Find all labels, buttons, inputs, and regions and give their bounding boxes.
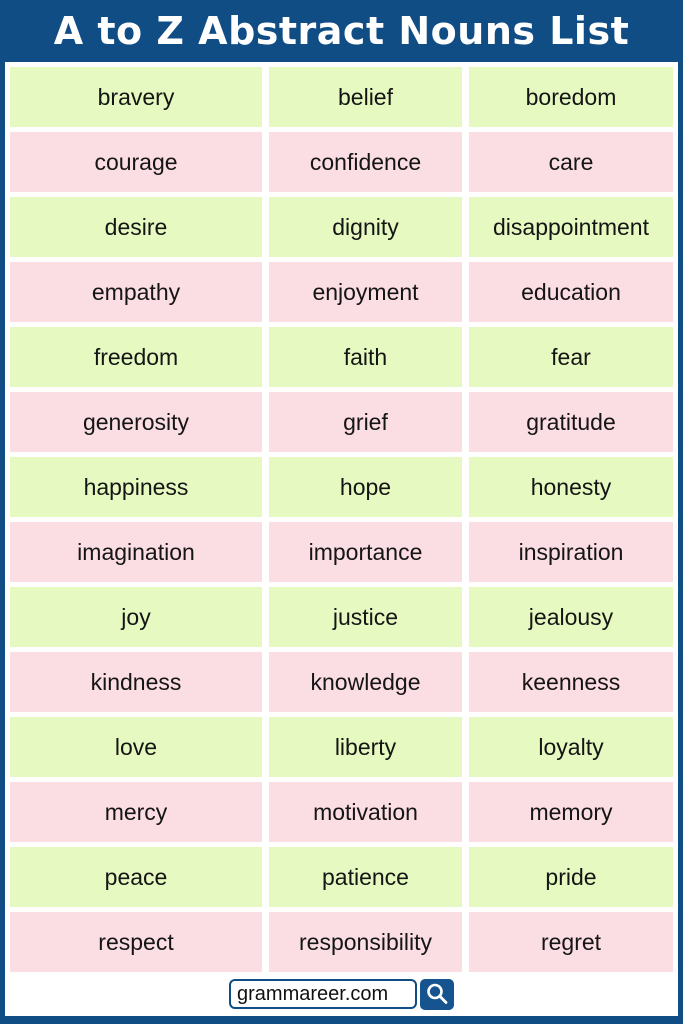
- page-title: A to Z Abstract Nouns List: [53, 9, 630, 53]
- noun-cell: generosity: [10, 392, 262, 452]
- noun-cell: enjoyment: [269, 262, 462, 322]
- search-icon: [424, 981, 450, 1007]
- noun-cell: care: [469, 132, 673, 192]
- noun-cell: courage: [10, 132, 262, 192]
- content-area: bravery belief boredom courage confidence car…: [5, 62, 678, 1016]
- noun-cell: freedom: [10, 327, 262, 387]
- noun-cell: disappointment: [469, 197, 673, 257]
- noun-cell: mercy: [10, 782, 262, 842]
- noun-cell: grief: [269, 392, 462, 452]
- search-button[interactable]: [420, 978, 454, 1010]
- noun-cell: confidence: [269, 132, 462, 192]
- noun-cell: hope: [269, 457, 462, 517]
- site-url-input[interactable]: [229, 979, 417, 1009]
- noun-cell: inspiration: [469, 522, 673, 582]
- noun-cell: motivation: [269, 782, 462, 842]
- noun-cell: kindness: [10, 652, 262, 712]
- noun-cell: keenness: [469, 652, 673, 712]
- noun-cell: regret: [469, 912, 673, 972]
- noun-cell: liberty: [269, 717, 462, 777]
- nouns-table: bravery belief boredom courage confidence car…: [5, 62, 678, 972]
- noun-cell: responsibility: [269, 912, 462, 972]
- noun-cell: dignity: [269, 197, 462, 257]
- noun-cell: fear: [469, 327, 673, 387]
- noun-cell: love: [10, 717, 262, 777]
- noun-cell: justice: [269, 587, 462, 647]
- noun-cell: patience: [269, 847, 462, 907]
- noun-cell: jealousy: [469, 587, 673, 647]
- noun-cell: pride: [469, 847, 673, 907]
- noun-cell: bravery: [10, 67, 262, 127]
- noun-cell: honesty: [469, 457, 673, 517]
- noun-cell: happiness: [10, 457, 262, 517]
- noun-cell: knowledge: [269, 652, 462, 712]
- noun-cell: belief: [269, 67, 462, 127]
- noun-cell: faith: [269, 327, 462, 387]
- noun-cell: imagination: [10, 522, 262, 582]
- noun-cell: memory: [469, 782, 673, 842]
- noun-cell: joy: [10, 587, 262, 647]
- noun-cell: desire: [10, 197, 262, 257]
- footer: [5, 972, 678, 1016]
- noun-cell: respect: [10, 912, 262, 972]
- noun-cell: empathy: [10, 262, 262, 322]
- noun-cell: gratitude: [469, 392, 673, 452]
- header: A to Z Abstract Nouns List: [0, 0, 683, 62]
- noun-cell: loyalty: [469, 717, 673, 777]
- noun-cell: importance: [269, 522, 462, 582]
- noun-cell: peace: [10, 847, 262, 907]
- noun-cell: education: [469, 262, 673, 322]
- noun-cell: boredom: [469, 67, 673, 127]
